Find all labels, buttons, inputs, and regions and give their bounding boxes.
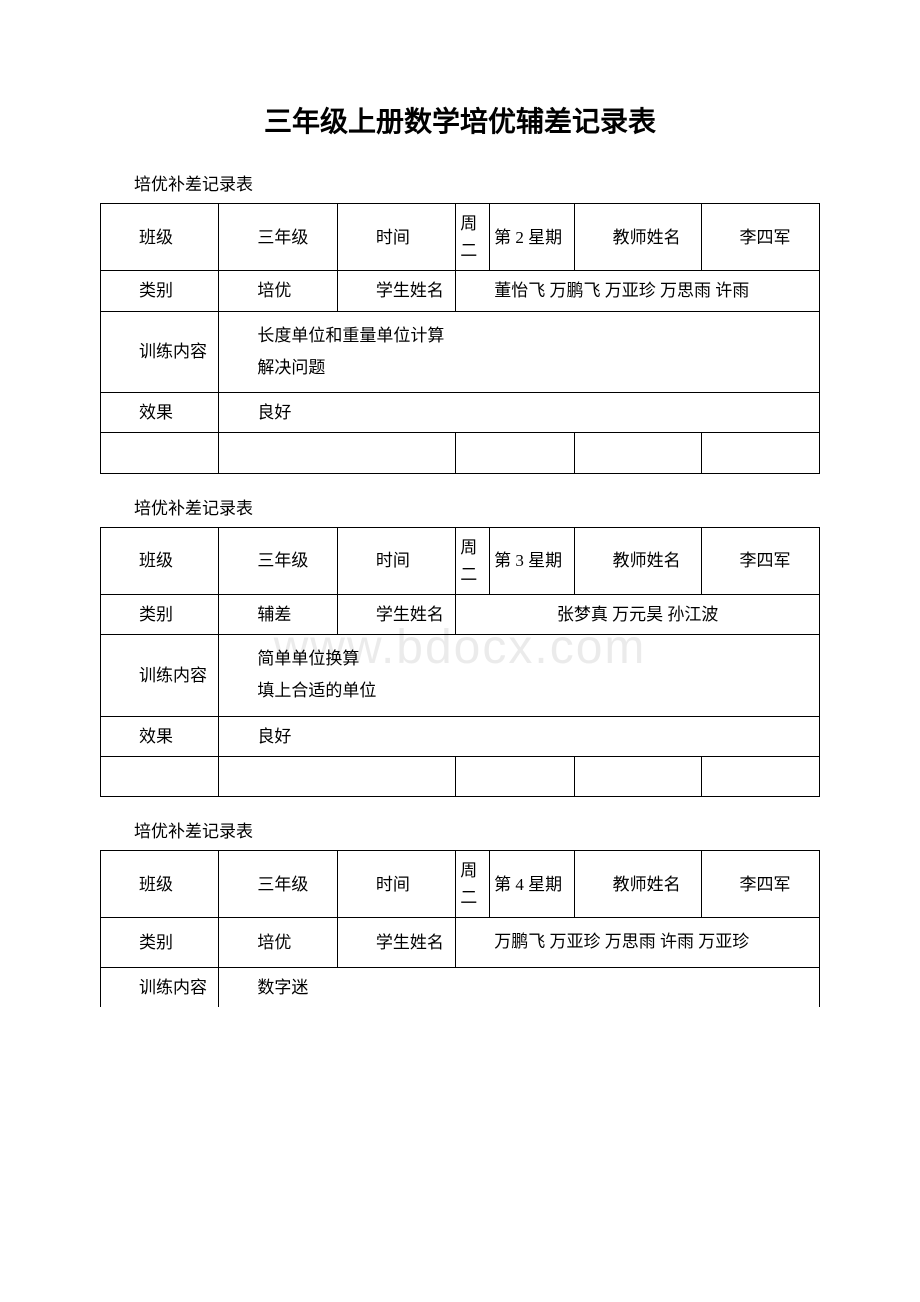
record-table-2: 班级 三年级 时间 周二 第 3 星期 教师姓名 李四军 类别 辅差 学生姓名 … — [100, 527, 820, 798]
empty-cell — [701, 433, 819, 473]
value-class: 三年级 — [219, 851, 337, 918]
subtitle-3: 培优补差记录表 — [100, 817, 820, 842]
value-effect: 良好 — [219, 393, 820, 433]
empty-cell — [101, 433, 219, 473]
empty-cell — [219, 756, 456, 796]
label-class: 班级 — [101, 851, 219, 918]
label-student: 学生姓名 — [337, 918, 455, 967]
value-teacher: 李四军 — [701, 527, 819, 594]
value-day: 周二 — [456, 204, 490, 271]
label-student: 学生姓名 — [337, 271, 455, 311]
value-class: 三年级 — [219, 527, 337, 594]
subtitle-1: 培优补差记录表 — [100, 170, 820, 195]
label-category: 类别 — [101, 918, 219, 967]
empty-cell — [701, 756, 819, 796]
record-table-3: 班级 三年级 时间 周二 第 4 星期 教师姓名 李四军 类别 培优 学生姓名 … — [100, 850, 820, 1007]
value-day: 周二 — [456, 851, 490, 918]
value-class: 三年级 — [219, 204, 337, 271]
value-category: 辅差 — [219, 594, 337, 634]
label-effect: 效果 — [101, 716, 219, 756]
value-students: 张梦真 万元昊 孙江波 — [456, 594, 820, 634]
content-line: 简单单位换算 — [223, 643, 815, 675]
value-category: 培优 — [219, 271, 337, 311]
content-line: 长度单位和重量单位计算 — [223, 320, 815, 352]
empty-cell — [456, 756, 574, 796]
value-week: 第 4 星期 — [490, 851, 575, 918]
subtitle-2: 培优补差记录表 — [100, 494, 820, 519]
value-content: 长度单位和重量单位计算 解决问题 — [219, 311, 820, 393]
value-content: 简单单位换算 填上合适的单位 — [219, 635, 820, 717]
value-week: 第 2 星期 — [490, 204, 575, 271]
content-line: 解决问题 — [223, 352, 815, 384]
label-time: 时间 — [337, 527, 455, 594]
label-content: 训练内容 — [101, 635, 219, 717]
empty-cell — [101, 756, 219, 796]
value-week: 第 3 星期 — [490, 527, 575, 594]
label-student: 学生姓名 — [337, 594, 455, 634]
label-category: 类别 — [101, 594, 219, 634]
value-day: 周二 — [456, 527, 490, 594]
record-table-1: 班级 三年级 时间 周二 第 2 星期 教师姓名 李四军 类别 培优 学生姓名 … — [100, 203, 820, 474]
empty-cell — [574, 433, 701, 473]
label-class: 班级 — [101, 527, 219, 594]
value-students: 董怡飞 万鹏飞 万亚珍 万思雨 许雨 — [456, 271, 820, 311]
label-effect: 效果 — [101, 393, 219, 433]
label-content: 训练内容 — [101, 311, 219, 393]
page-title: 三年级上册数学培优辅差记录表 — [100, 100, 820, 140]
label-teacher: 教师姓名 — [574, 527, 701, 594]
empty-cell — [219, 433, 456, 473]
empty-cell — [456, 433, 574, 473]
label-content: 训练内容 — [101, 967, 219, 1007]
label-class: 班级 — [101, 204, 219, 271]
value-teacher: 李四军 — [701, 204, 819, 271]
value-effect: 良好 — [219, 716, 820, 756]
label-category: 类别 — [101, 271, 219, 311]
value-students: 万鹏飞 万亚珍 万思雨 许雨 万亚珍 — [456, 918, 820, 967]
value-category: 培优 — [219, 918, 337, 967]
empty-cell — [574, 756, 701, 796]
label-teacher: 教师姓名 — [574, 851, 701, 918]
value-content: 数字迷 — [219, 967, 820, 1007]
label-time: 时间 — [337, 851, 455, 918]
label-teacher: 教师姓名 — [574, 204, 701, 271]
value-teacher: 李四军 — [701, 851, 819, 918]
content-line: 填上合适的单位 — [223, 675, 815, 707]
label-time: 时间 — [337, 204, 455, 271]
